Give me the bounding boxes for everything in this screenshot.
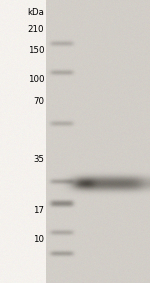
- Text: 17: 17: [33, 206, 44, 215]
- Text: 210: 210: [28, 25, 44, 34]
- Text: 70: 70: [33, 97, 44, 106]
- Text: 150: 150: [28, 46, 44, 55]
- Text: kDa: kDa: [27, 8, 44, 17]
- Text: 10: 10: [33, 235, 44, 244]
- Text: 35: 35: [33, 155, 44, 164]
- Text: 100: 100: [28, 75, 44, 84]
